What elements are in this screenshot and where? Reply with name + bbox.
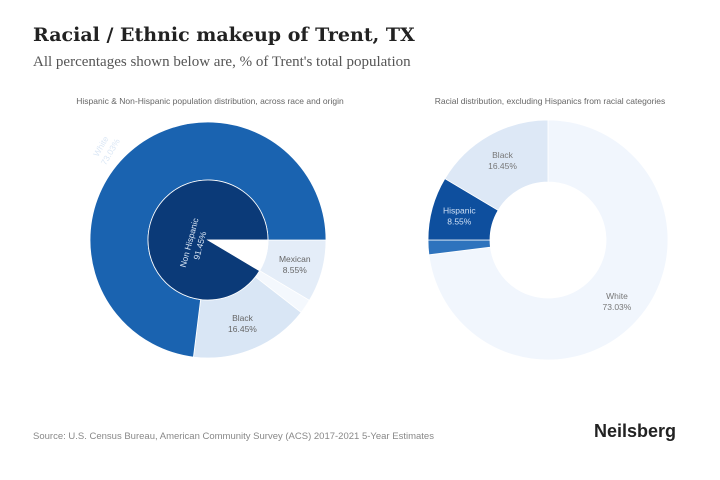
donut-label-hispanic: Hispanic 8.55% xyxy=(443,206,476,227)
right-chart-title: Racial distribution, excluding Hispanics… xyxy=(434,96,666,106)
page-title: Racial / Ethnic makeup of Trent, TX xyxy=(33,24,415,46)
donut-label-white: White 73.03% xyxy=(603,291,632,312)
donut-slice-white xyxy=(428,119,669,361)
outer-label-white: White73.03% xyxy=(89,131,122,167)
outer-label-black: Black 16.45% xyxy=(228,313,257,334)
outer-label-mexican: Mexican 8.55% xyxy=(279,254,311,275)
inner-slice-hispanic xyxy=(206,239,269,272)
donut-slice-black xyxy=(444,119,549,211)
source-note: Source: U.S. Census Bureau, American Com… xyxy=(33,431,434,442)
donut-label-black: Black 16.45% xyxy=(488,150,517,171)
brand-logo: Neilsberg xyxy=(594,421,677,441)
page-subtitle: All percentages shown below are, % of Tr… xyxy=(33,54,411,70)
left-chart-title: Hispanic & Non-Hispanic population distr… xyxy=(76,96,344,106)
